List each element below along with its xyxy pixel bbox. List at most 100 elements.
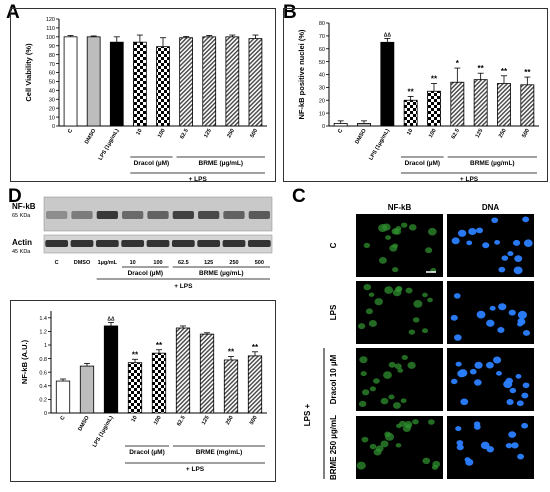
nucleus [464, 457, 471, 462]
y-tick-label: 90 [49, 44, 55, 50]
nfkb-cell [365, 308, 373, 315]
nucleus [521, 422, 529, 429]
y-tick-label: 0 [44, 411, 47, 417]
y-axis-label: NF-kB (A.U.) [20, 339, 29, 384]
x-tick-label: 10 [135, 128, 143, 136]
nfkb-band [198, 211, 220, 219]
significance-mark: ** [156, 341, 163, 350]
y-tick-label: 60 [319, 47, 325, 53]
nucleus [507, 251, 514, 257]
y-tick-label: 80 [49, 53, 55, 59]
nfkb-cell [374, 298, 383, 306]
actin-band [95, 240, 119, 247]
x-tick-label: 250 [225, 415, 235, 426]
nfkb-band [122, 211, 144, 219]
nfkb-band [223, 211, 245, 219]
x-tick-label: 250 [498, 128, 508, 139]
group-label: Dracol (µM) [405, 160, 441, 167]
y-tick-label: 80 [319, 21, 325, 27]
x-tick-label: LPS (1µg/mL) [92, 415, 115, 449]
column-label-nfkb: NF-kB [388, 203, 412, 212]
bar [247, 355, 263, 414]
bar [223, 359, 239, 414]
nucleus [516, 400, 524, 407]
significance-mark: ** [501, 67, 508, 76]
bar [427, 90, 441, 127]
nucleus [476, 310, 486, 319]
group-label: BRME (mg/mL) [196, 449, 243, 456]
group-label: Dracol (µM) [134, 160, 170, 167]
y-tick-label: 1.2 [39, 330, 47, 336]
y-tick-label: 70 [49, 62, 55, 68]
nfkb-cell [388, 394, 395, 400]
nucleus [511, 442, 519, 449]
nucleus [482, 242, 490, 249]
bar [127, 362, 143, 414]
nfkb-cell [431, 464, 439, 470]
y-tick-label: 50 [49, 80, 55, 86]
bar [403, 99, 418, 127]
lane-label: 10 [130, 260, 136, 266]
nucleus [521, 392, 529, 399]
significance-mark: ** [252, 343, 259, 352]
nfkb-cell [425, 247, 433, 254]
nucleus [480, 441, 490, 450]
nucleus [468, 228, 477, 236]
x-tick-label: 125 [475, 128, 485, 139]
y-tick-label: 1.4 [39, 316, 47, 322]
nucleus [493, 356, 502, 364]
bar [450, 81, 465, 127]
bar [79, 365, 95, 414]
bar [497, 83, 511, 127]
actin-band-label: Actin [12, 238, 32, 247]
nfkb-cell [378, 257, 387, 264]
nucleus [515, 374, 522, 379]
chart-a-frame: Cell Viability (%) 0 10 20 30 40 50 60 70 80 90 100… [10, 8, 276, 183]
nucleus [513, 266, 523, 275]
lane-label: 100 [153, 260, 162, 266]
bar [225, 36, 240, 127]
nfkb-cell [356, 461, 366, 470]
y-tick-label: 10 [319, 111, 325, 117]
actin-band [222, 240, 246, 247]
nfkb-band [96, 211, 118, 219]
treatment-label: + LPS [186, 466, 205, 473]
nucleus [466, 240, 473, 246]
x-tick-label: 10 [406, 128, 414, 136]
nfkb-cell [362, 389, 370, 396]
x-tick-label: 62.5 [451, 128, 462, 140]
nucleus [512, 239, 521, 246]
y-tick-label: 0.2 [39, 398, 47, 404]
x-tick-label: 62.5 [176, 415, 187, 427]
dna-image-tile [447, 214, 534, 277]
x-tick-label: DMSO [354, 127, 368, 145]
nucleus [485, 361, 494, 369]
column-label-dna: DNA [482, 203, 500, 212]
actin-band [197, 240, 221, 247]
nfkb-cell [408, 224, 417, 231]
significance-mark: * [456, 59, 460, 68]
row-label-brme: BRME 250 µg/mL [329, 415, 338, 480]
nfkb-cell [405, 287, 413, 294]
x-tick-label: 10 [130, 415, 138, 423]
western-blot-frame: C DMSO 1µg/mL 10 100 62.5 125 250 500 NF-kB 65 KDa… [10, 195, 274, 293]
x-tick-label: 500 [249, 128, 259, 139]
nfkb-cell [427, 419, 435, 425]
nucleus [522, 330, 531, 336]
row-label-lps-plus: LPS + [303, 403, 312, 426]
nfkb-cell [380, 397, 389, 405]
y-tick-label: 0 [322, 124, 325, 130]
blot-group-label: BRME (µg/mL) [199, 270, 244, 277]
y-tick-label: 30 [49, 97, 55, 103]
nfkb-cell [392, 267, 399, 273]
actin-band [146, 240, 170, 247]
nfkb-band [71, 211, 93, 219]
nfkb-band [46, 211, 68, 219]
nfkb-cell [385, 432, 395, 441]
nfkb-cell [422, 457, 431, 465]
nucleus [522, 216, 530, 223]
nucleus [505, 377, 513, 385]
bar [380, 41, 395, 127]
microscopy-panel: NF-kB DNA C LPS Dracol 10 µM BRME 250 µg/mL LP… [292, 200, 550, 487]
nfkb-cell [359, 356, 368, 364]
